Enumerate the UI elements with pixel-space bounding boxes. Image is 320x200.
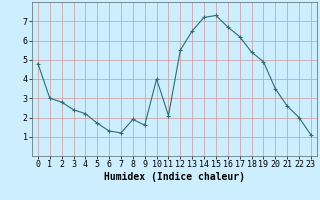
X-axis label: Humidex (Indice chaleur): Humidex (Indice chaleur)	[104, 172, 245, 182]
